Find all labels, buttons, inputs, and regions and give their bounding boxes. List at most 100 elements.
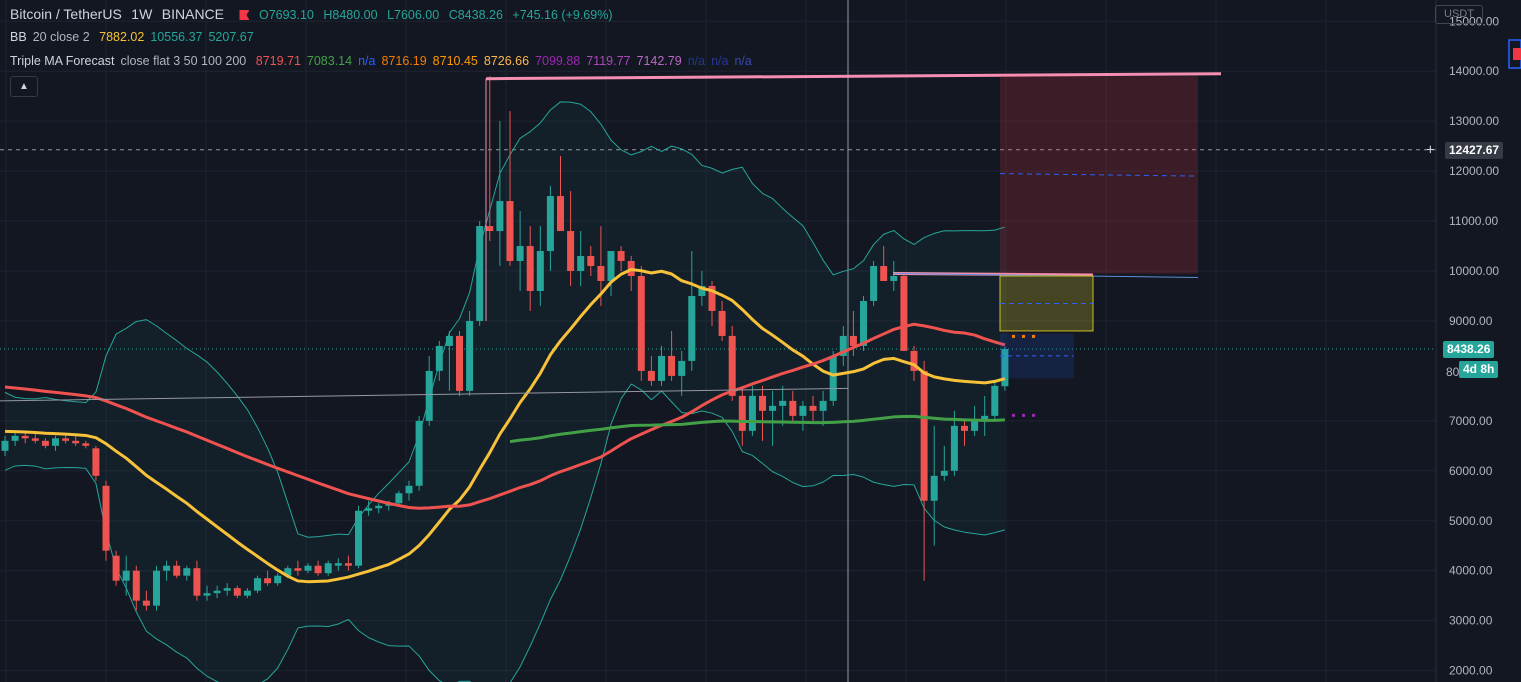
candle-body [274, 575, 282, 584]
candle-body [748, 395, 756, 431]
candle-body [213, 590, 221, 594]
candle-body [940, 470, 948, 476]
candle-body [41, 440, 49, 446]
candle-body [849, 335, 857, 346]
triple-ma-value: 8726.66 [483, 54, 530, 68]
candle-body [920, 370, 928, 501]
candle-body [779, 400, 787, 406]
triple-ma-params: close flat 3 50 100 200 [120, 54, 247, 68]
candle-body [587, 256, 595, 267]
candle-body [476, 226, 484, 321]
candle-body [900, 275, 908, 351]
axis-tick-label: 6000.00 [1449, 464, 1493, 478]
axis-marker [1513, 48, 1521, 60]
candle-body [21, 435, 29, 439]
forecast-dot [1022, 334, 1025, 338]
candle-body [496, 201, 504, 232]
bb-legend[interactable]: BB 20 close 2 7882.02 10556.37 5207.67 [10, 29, 266, 45]
close-value: C8438.26 [448, 8, 503, 22]
axis-tick-label: 3000.00 [1449, 614, 1493, 628]
candle-body [486, 226, 494, 232]
candle-body [1001, 349, 1009, 387]
axis-tick-label: 13000.00 [1449, 114, 1499, 128]
triple-ma-value: 7142.79 [636, 54, 682, 68]
candle-body [668, 355, 676, 376]
candle-body [254, 578, 261, 591]
triple-ma-value: 8710.45 [432, 54, 478, 68]
axis-tick-label: 7000.00 [1449, 414, 1493, 428]
candle-body [334, 563, 342, 566]
candlesticks [1, 76, 1009, 611]
bb-name: BB [10, 30, 27, 44]
candle-body [395, 493, 403, 504]
flag-icon[interactable] [239, 10, 250, 20]
axis-scale-handle [1508, 39, 1521, 69]
bb-basis-line [4, 268, 1006, 584]
drawings [0, 72, 1222, 417]
axis-tick-label: 10000.00 [1449, 264, 1499, 278]
chevron-up-icon: ▲ [19, 81, 29, 92]
candle-body [708, 285, 716, 311]
forecast-dot [1032, 334, 1035, 338]
axis-tick-label: 12000.00 [1449, 164, 1499, 178]
candle-body [243, 590, 251, 596]
candle-body [910, 350, 918, 371]
triple-ma-value: n/a [734, 54, 752, 68]
triple-ma-value: 7119.77 [586, 54, 631, 68]
candle-body [142, 600, 150, 606]
bb-value: 7882.02 [99, 30, 145, 44]
interval-label[interactable]: 1W [131, 6, 153, 22]
candle-body [870, 266, 878, 301]
candle-body [435, 345, 443, 371]
candle-body [647, 370, 655, 381]
candle-body [950, 425, 958, 471]
candle-body [506, 201, 514, 262]
candle-body [769, 405, 777, 411]
candle-body [597, 266, 605, 281]
candle-body [557, 196, 564, 232]
bb-value: 5207.67 [208, 30, 254, 44]
axis-tick-label: 15000.00 [1449, 14, 1499, 28]
candle-body [163, 565, 171, 571]
axis-tick-label: 2000.00 [1449, 664, 1493, 678]
candle-body [971, 420, 979, 431]
candle-body [839, 335, 847, 356]
candle-body [678, 360, 686, 376]
bb-fill [5, 101, 1005, 682]
price-axis: 15000.00 14000.00 13000.00 12000.00 11000.00… [1435, 0, 1521, 682]
bb-lower-band [4, 383, 1006, 682]
bb-params: 20 close 2 [32, 30, 90, 44]
unit-label[interactable]: USDT [1435, 5, 1483, 24]
symbol-name[interactable]: Bitcoin / TetherUS [10, 6, 122, 22]
ma-100-line [509, 414, 1005, 444]
candle-body [122, 570, 130, 581]
candle-body [961, 425, 968, 431]
trend-line [0, 387, 849, 402]
candle-body [698, 285, 706, 296]
candle-body [567, 231, 575, 271]
triple-ma-legend[interactable]: Triple MA Forecast close flat 3 50 100 20… [10, 53, 764, 69]
candle-body [577, 256, 585, 271]
candle-body [415, 420, 423, 486]
high-value: H8480.00 [323, 8, 378, 22]
candle-body [425, 370, 433, 421]
candle-body [375, 505, 383, 509]
candle-body [132, 570, 140, 601]
collapse-legend-button[interactable]: ▲ [10, 76, 38, 97]
candle-body [153, 570, 160, 606]
candle-body [718, 310, 726, 336]
candle-body [223, 588, 231, 591]
candle-body [981, 415, 989, 421]
candle-body [819, 400, 827, 411]
candle-body [52, 438, 59, 446]
candle-body [445, 335, 453, 346]
candle-body [658, 355, 665, 381]
axis-tick-label: 14000.00 [1449, 64, 1499, 78]
candle-body [72, 440, 80, 444]
candle-body [102, 485, 110, 551]
candle-body [355, 510, 362, 566]
candle-body [294, 568, 302, 571]
candle-body [809, 405, 817, 411]
candle-body [112, 555, 120, 581]
